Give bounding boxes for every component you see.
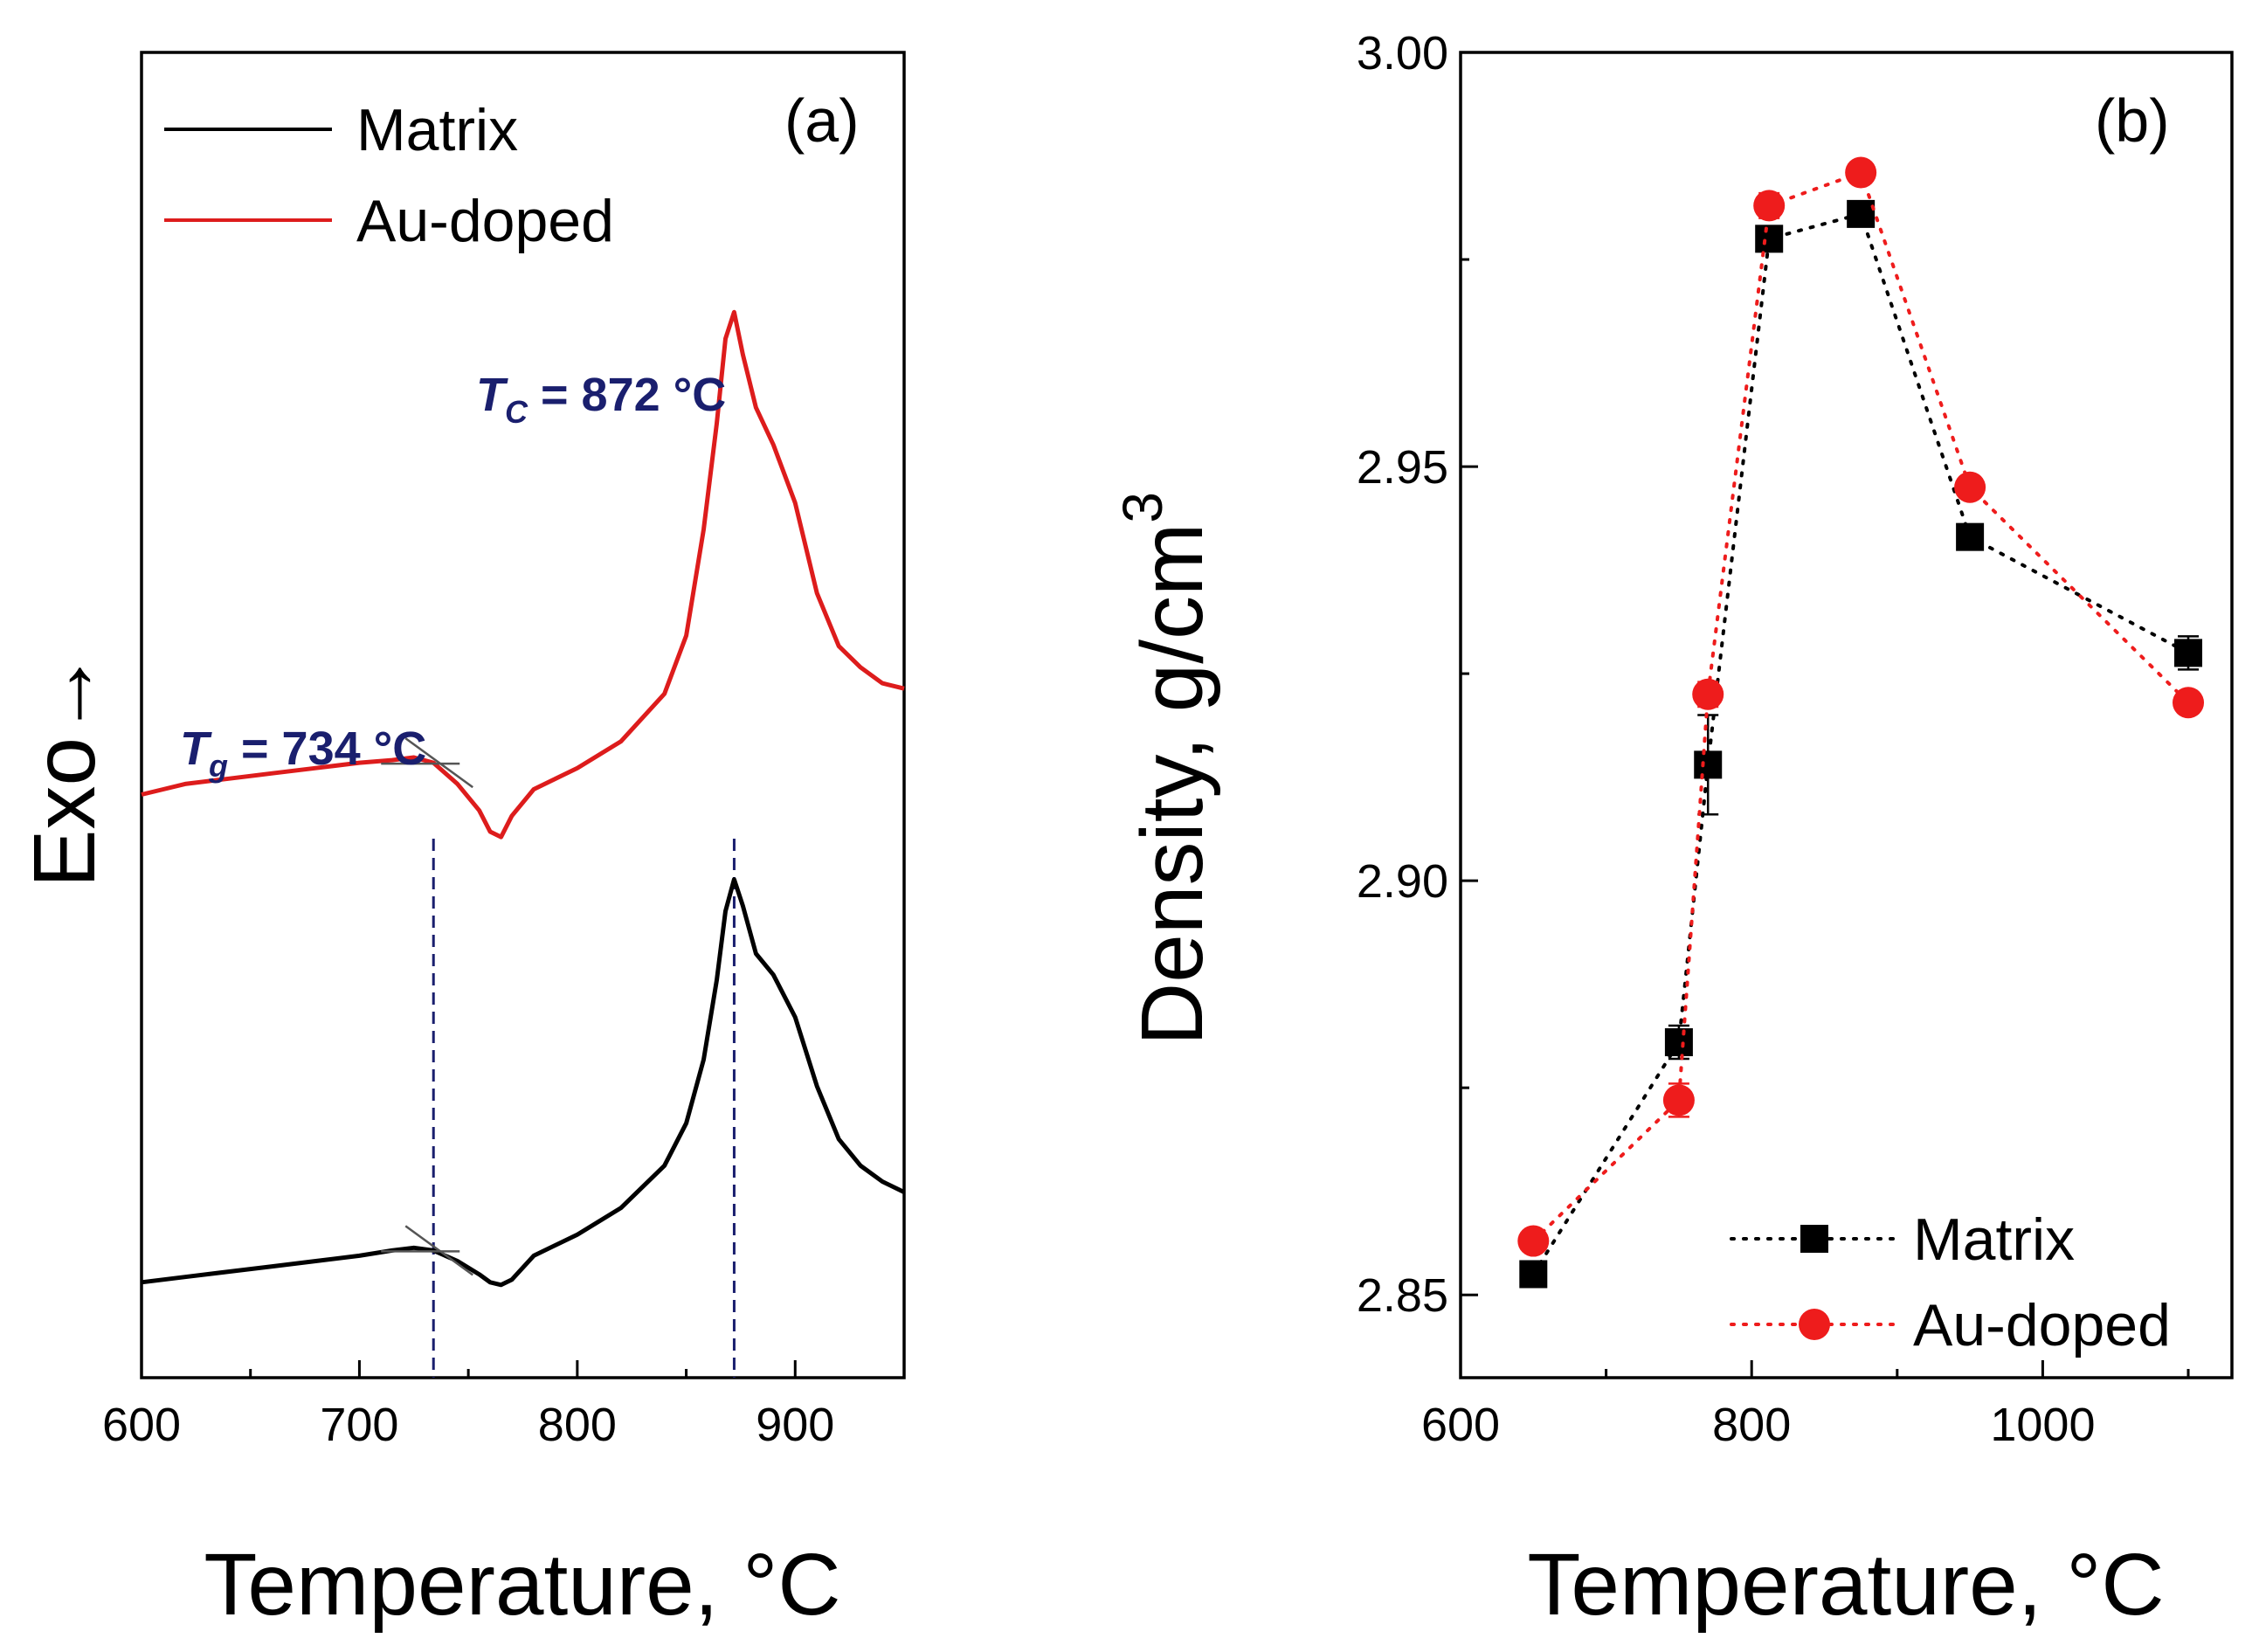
panel-a-x-tick-label-700: 700 (320, 1399, 398, 1451)
panel-a-legend-label-au-doped: Au-doped (356, 188, 614, 254)
panel-a-tangent-slope-matrix (404, 1225, 473, 1276)
panel-b-label: (b) (2095, 86, 2170, 155)
panel-a-legend-label-matrix: Matrix (356, 97, 518, 163)
panel-b-x-ticks: 600 800 1000 (1421, 1360, 2190, 1451)
tg-annotation-symbol: T (180, 722, 212, 775)
panel-b-y-tick-label-2-90: 2.90 (1357, 855, 1448, 908)
tg-annotation-subscript: g (208, 748, 228, 784)
panel-b-point-au-doped-950 (1954, 471, 1986, 503)
panel-b-y-axis-title: Density, g/cm3 (1111, 492, 1221, 1046)
panel-b: 600 800 1000 2.85 2.90 2.95 3.00 Matrix Au-do… (1111, 27, 2234, 1634)
panel-b-point-au-doped-812 (1753, 190, 1786, 222)
panel-a-y-axis-title: Exo→ (16, 650, 114, 888)
panel-b-point-matrix-770 (1694, 750, 1723, 779)
panel-b-legend-label-au-doped: Au-doped (1913, 1292, 2171, 1358)
panel-b-point-matrix-650 (1519, 1260, 1548, 1289)
panel-a-x-tick-label-900: 900 (756, 1399, 834, 1451)
panel-b-x-tick-label-1000: 1000 (1990, 1399, 2095, 1451)
tc-annotation-value: = 872 °C (528, 369, 726, 421)
panel-b-y-tick-label-2-95: 2.95 (1357, 441, 1448, 494)
panel-b-y-tick-label-2-85: 2.85 (1357, 1269, 1448, 1322)
panel-a-plot-frame (140, 51, 906, 1379)
panel-b-y-tick-label-3-00: 3.00 (1357, 27, 1448, 79)
panel-b-point-au-doped-1100 (2173, 687, 2205, 719)
panel-b-point-matrix-750 (1664, 1028, 1693, 1057)
panel-b-point-au-doped-750 (1662, 1084, 1695, 1116)
panel-b-series-line-au-doped (1531, 169, 2190, 1243)
panel-a-x-tick-label-600: 600 (102, 1399, 181, 1451)
panel-a-guide-lines (432, 839, 736, 1378)
panel-a-x-tick-label-800: 800 (538, 1399, 617, 1451)
panel-b-x-tick-label-600: 600 (1421, 1399, 1500, 1451)
panel-a-series-line-au-doped (141, 309, 905, 840)
panel-b-point-matrix-812 (1755, 225, 1784, 253)
panel-b-point-matrix-875 (1847, 199, 1876, 228)
panel-b-y-axis-title-text: Density, g/cm (1123, 523, 1221, 1046)
panel-b-x-tick-label-800: 800 (1712, 1399, 1791, 1451)
tc-annotation: TC = 872 °C (476, 369, 726, 430)
panel-b-x-axis-title: Temperature, °C (1527, 1536, 2164, 1634)
panel-a-x-axis-title: Temperature, °C (204, 1536, 840, 1634)
tc-annotation-subscript: C (505, 394, 528, 430)
panel-a-label: (a) (784, 86, 860, 155)
panel-a-series-line-matrix (141, 877, 906, 1288)
panel-b-y-ticks: 2.85 2.90 2.95 3.00 (1357, 27, 1478, 1322)
panel-b-series-line-matrix (1531, 211, 2190, 1276)
panel-a-x-ticks: 600 700 800 900 (102, 1360, 834, 1451)
tg-annotation: Tg = 734 °C (180, 722, 426, 784)
panel-b-legend-label-matrix: Matrix (1913, 1206, 2075, 1273)
panel-a: 600 700 800 900 Matrix Au-doped (a) TC = 87… (16, 51, 906, 1634)
panel-b-point-matrix-1100 (2174, 639, 2203, 667)
panel-a-series (141, 309, 906, 1288)
panel-b-series (1517, 156, 2205, 1289)
panel-b-y-axis-title-superscript: 3 (1111, 492, 1174, 523)
tg-annotation-value: = 734 °C (228, 722, 426, 775)
panel-b-point-au-doped-875 (1845, 156, 1877, 189)
panel-a-tangent-slope-au-doped (404, 737, 473, 789)
panel-b-legend-marker-matrix (1800, 1225, 1828, 1253)
panel-b-point-matrix-950 (1956, 522, 1985, 551)
panel-b-plot-frame (1459, 51, 2234, 1379)
tc-annotation-symbol: T (476, 369, 508, 421)
panel-b-point-au-doped-650 (1517, 1225, 1550, 1257)
panel-b-legend-marker-au-doped (1799, 1309, 1830, 1340)
panel-b-point-au-doped-770 (1692, 678, 1724, 710)
